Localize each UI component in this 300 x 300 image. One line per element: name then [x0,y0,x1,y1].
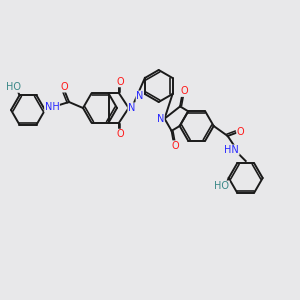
Text: N: N [136,91,143,101]
Text: HO: HO [6,82,21,92]
Text: O: O [116,129,124,139]
Text: O: O [180,86,188,96]
Text: N: N [128,103,135,113]
Text: O: O [237,127,244,137]
Text: N: N [157,114,164,124]
Text: O: O [116,77,124,87]
Text: O: O [60,82,68,92]
Text: NH: NH [45,102,59,112]
Text: O: O [172,141,179,151]
Text: HN: HN [224,145,239,155]
Text: HO: HO [214,181,229,191]
